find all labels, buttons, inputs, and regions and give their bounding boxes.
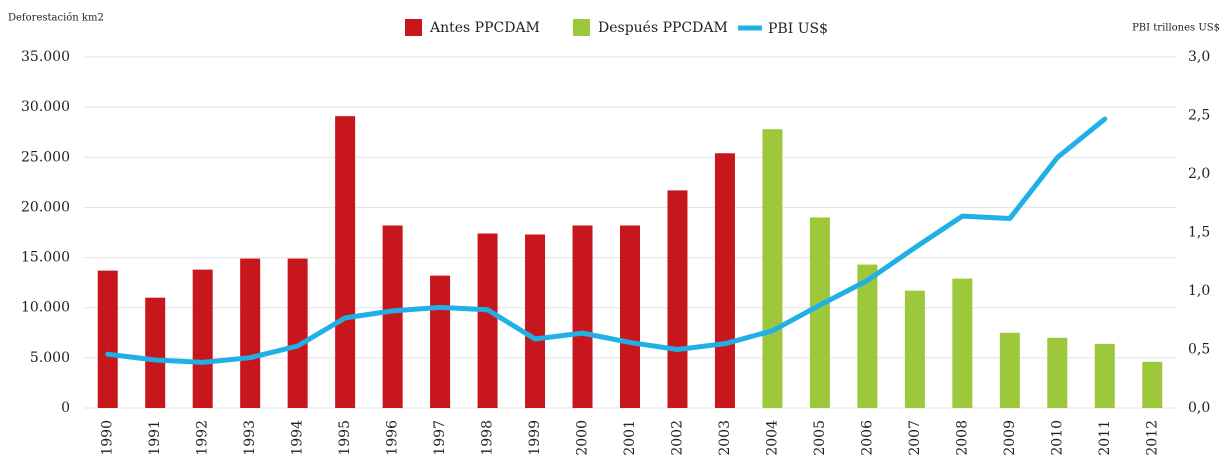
x-tick-label: 2006	[859, 420, 875, 456]
x-tick-label: 1994	[290, 420, 306, 456]
bar	[809, 217, 830, 408]
x-tick-label: 2005	[812, 420, 828, 456]
y-tick-label: 25.000	[21, 149, 70, 165]
x-tick-label: 1996	[385, 420, 401, 456]
x-tick-label: 1998	[480, 420, 496, 456]
x-tick-label: 1993	[242, 420, 258, 456]
bar	[430, 275, 451, 408]
y-axis-title: Deforestación km2	[8, 13, 104, 24]
x-tick-label: 2010	[1049, 420, 1065, 456]
bar	[620, 225, 640, 408]
y-tick-label: 20.000	[21, 199, 70, 215]
bar	[572, 225, 593, 408]
bar	[97, 270, 118, 408]
y2-tick-label: 1,0	[1188, 283, 1210, 299]
x-tick-label: 2001	[622, 420, 638, 456]
bar	[287, 258, 308, 408]
bar	[477, 233, 498, 408]
bar	[904, 290, 925, 408]
x-tick-label: 2004	[764, 420, 780, 456]
y-tick-label: 30.000	[21, 99, 70, 115]
y2-tick-label: 2,0	[1188, 166, 1210, 182]
x-tick-label: 2002	[669, 420, 685, 456]
bar	[192, 269, 213, 408]
x-tick-label: 1991	[147, 420, 163, 456]
bar	[667, 190, 688, 408]
legend-swatch	[573, 19, 590, 36]
x-tick-label: 2007	[907, 420, 923, 456]
line	[105, 116, 1108, 365]
bar	[335, 116, 356, 408]
x-tick-label: 1990	[100, 420, 116, 456]
x-tick-label: 1997	[432, 420, 448, 456]
bar	[240, 258, 261, 408]
y2-tick-label: 2,5	[1188, 108, 1210, 124]
x-tick-label: 1999	[527, 420, 543, 456]
y-tick-label: 0	[61, 400, 70, 416]
bar	[999, 332, 1020, 408]
legend-swatch	[405, 19, 422, 36]
y2-axis-title: PBI trillones US$	[1132, 23, 1220, 34]
bar	[762, 129, 783, 408]
y-tick-label: 35.000	[21, 49, 70, 65]
bar	[1142, 361, 1163, 408]
legend-label: PBI US$	[768, 21, 828, 37]
y-tick-label: 10.000	[21, 300, 70, 316]
bar	[1094, 343, 1115, 408]
bar	[145, 297, 166, 408]
bar	[382, 225, 403, 408]
y2-tick-label: 1,5	[1188, 225, 1210, 241]
bar	[525, 234, 546, 408]
x-tick-label: 1992	[195, 420, 211, 456]
x-tick-label: 2009	[1002, 420, 1018, 456]
x-tick-label: 2003	[717, 420, 733, 456]
y2-tick-label: 3,0	[1188, 49, 1210, 65]
legend-label: Antes PPCDAM	[429, 20, 540, 36]
x-tick-label: 2008	[954, 420, 970, 456]
y-tick-label: 5.000	[30, 350, 70, 366]
y2-tick-label: 0,0	[1188, 400, 1210, 416]
y2-tick-label: 0,5	[1188, 342, 1210, 358]
x-tick-label: 2000	[575, 420, 591, 456]
y-tick-label: 15.000	[21, 250, 70, 266]
bar	[714, 153, 735, 408]
bar	[1047, 337, 1068, 408]
legend-label: Después PPCDAM	[598, 20, 728, 36]
bar	[952, 278, 973, 408]
x-tick-label: 2012	[1144, 420, 1160, 456]
bar	[857, 264, 878, 408]
x-tick-label: 1995	[337, 420, 353, 456]
x-tick-label: 2011	[1097, 420, 1113, 456]
